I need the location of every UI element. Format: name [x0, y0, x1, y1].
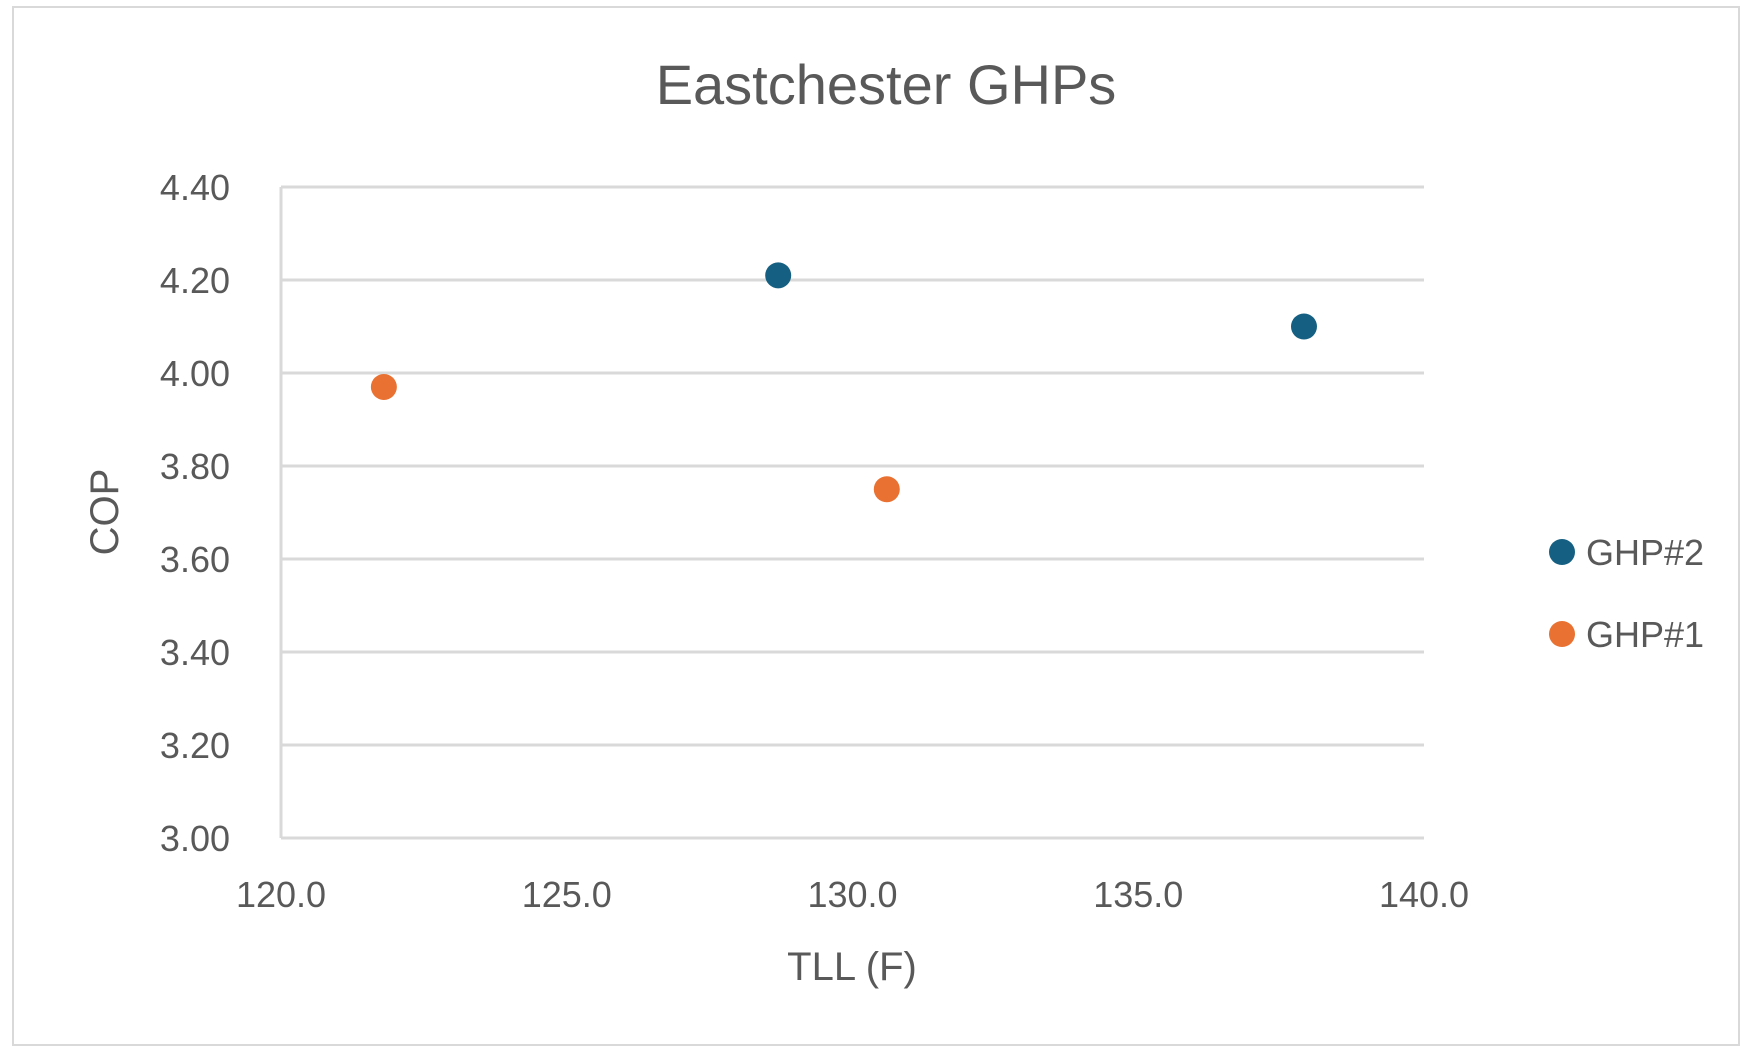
y-tick-label: 4.20 [160, 260, 230, 301]
data-point [873, 476, 900, 503]
data-point [765, 262, 792, 289]
y-tick-label: 4.00 [160, 353, 230, 394]
legend-label: GHP#2 [1586, 532, 1704, 573]
gridlines [281, 185, 1424, 747]
legend: GHP#2 GHP#1 [1549, 532, 1704, 655]
data-points [370, 262, 1317, 503]
x-tick-label: 135.0 [1093, 874, 1183, 915]
y-axis-title: COP [83, 469, 127, 556]
x-axis-title: TLL (F) [787, 945, 917, 989]
x-tick-label: 140.0 [1379, 874, 1469, 915]
x-tick-label: 130.0 [807, 874, 897, 915]
chart-area [12, 6, 1740, 1046]
y-tick-label: 3.20 [160, 725, 230, 766]
axes [279, 187, 1424, 840]
y-tick-label: 3.60 [160, 539, 230, 580]
y-tick-label: 3.40 [160, 632, 230, 673]
x-axis-ticks: 120.0 125.0 130.0 135.0 140.0 [236, 874, 1469, 915]
x-tick-label: 120.0 [236, 874, 326, 915]
data-point [1290, 313, 1317, 340]
y-axis-ticks: 3.00 3.20 3.40 3.60 3.80 4.00 4.20 4.40 [160, 167, 230, 859]
legend-label: GHP#1 [1586, 614, 1704, 655]
y-tick-label: 3.00 [160, 818, 230, 859]
chart-title: Eastchester GHPs [656, 53, 1117, 116]
y-tick-label: 3.80 [160, 446, 230, 487]
legend-marker [1549, 621, 1575, 647]
data-point [370, 373, 397, 400]
x-tick-label: 125.0 [522, 874, 612, 915]
legend-marker [1549, 539, 1575, 565]
y-tick-label: 4.40 [160, 167, 230, 208]
